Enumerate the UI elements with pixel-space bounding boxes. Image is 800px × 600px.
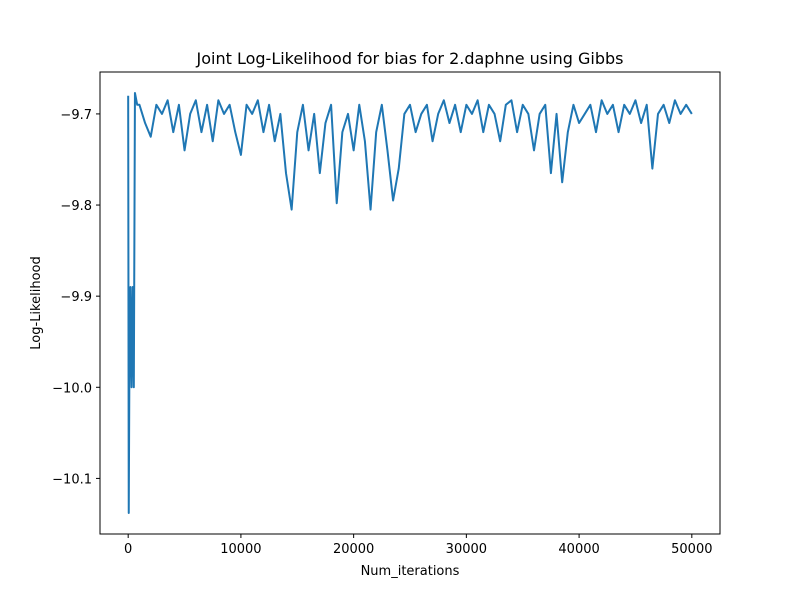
y-tick-label: −10.0	[52, 381, 92, 396]
x-axis-label: Num_iterations	[361, 564, 460, 579]
x-tick-label: 20000	[333, 542, 374, 557]
x-tick-label: 10000	[220, 542, 261, 557]
x-tick-label: 50000	[671, 542, 712, 557]
x-tick-label: 40000	[558, 542, 599, 557]
x-tick-label: 0	[124, 542, 132, 557]
x-tick-label: 30000	[446, 542, 487, 557]
chart-title: Joint Log-Likelihood for bias for 2.daph…	[196, 49, 624, 68]
y-tick-label: −9.8	[60, 199, 92, 214]
line-series	[127, 91, 693, 515]
y-tick-label: −10.1	[52, 472, 92, 487]
y-axis-label: Log-Likelihood	[29, 256, 44, 349]
y-tick-label: −9.7	[60, 108, 92, 123]
plot-frame	[99, 71, 721, 535]
y-tick-label: −9.9	[60, 290, 92, 305]
